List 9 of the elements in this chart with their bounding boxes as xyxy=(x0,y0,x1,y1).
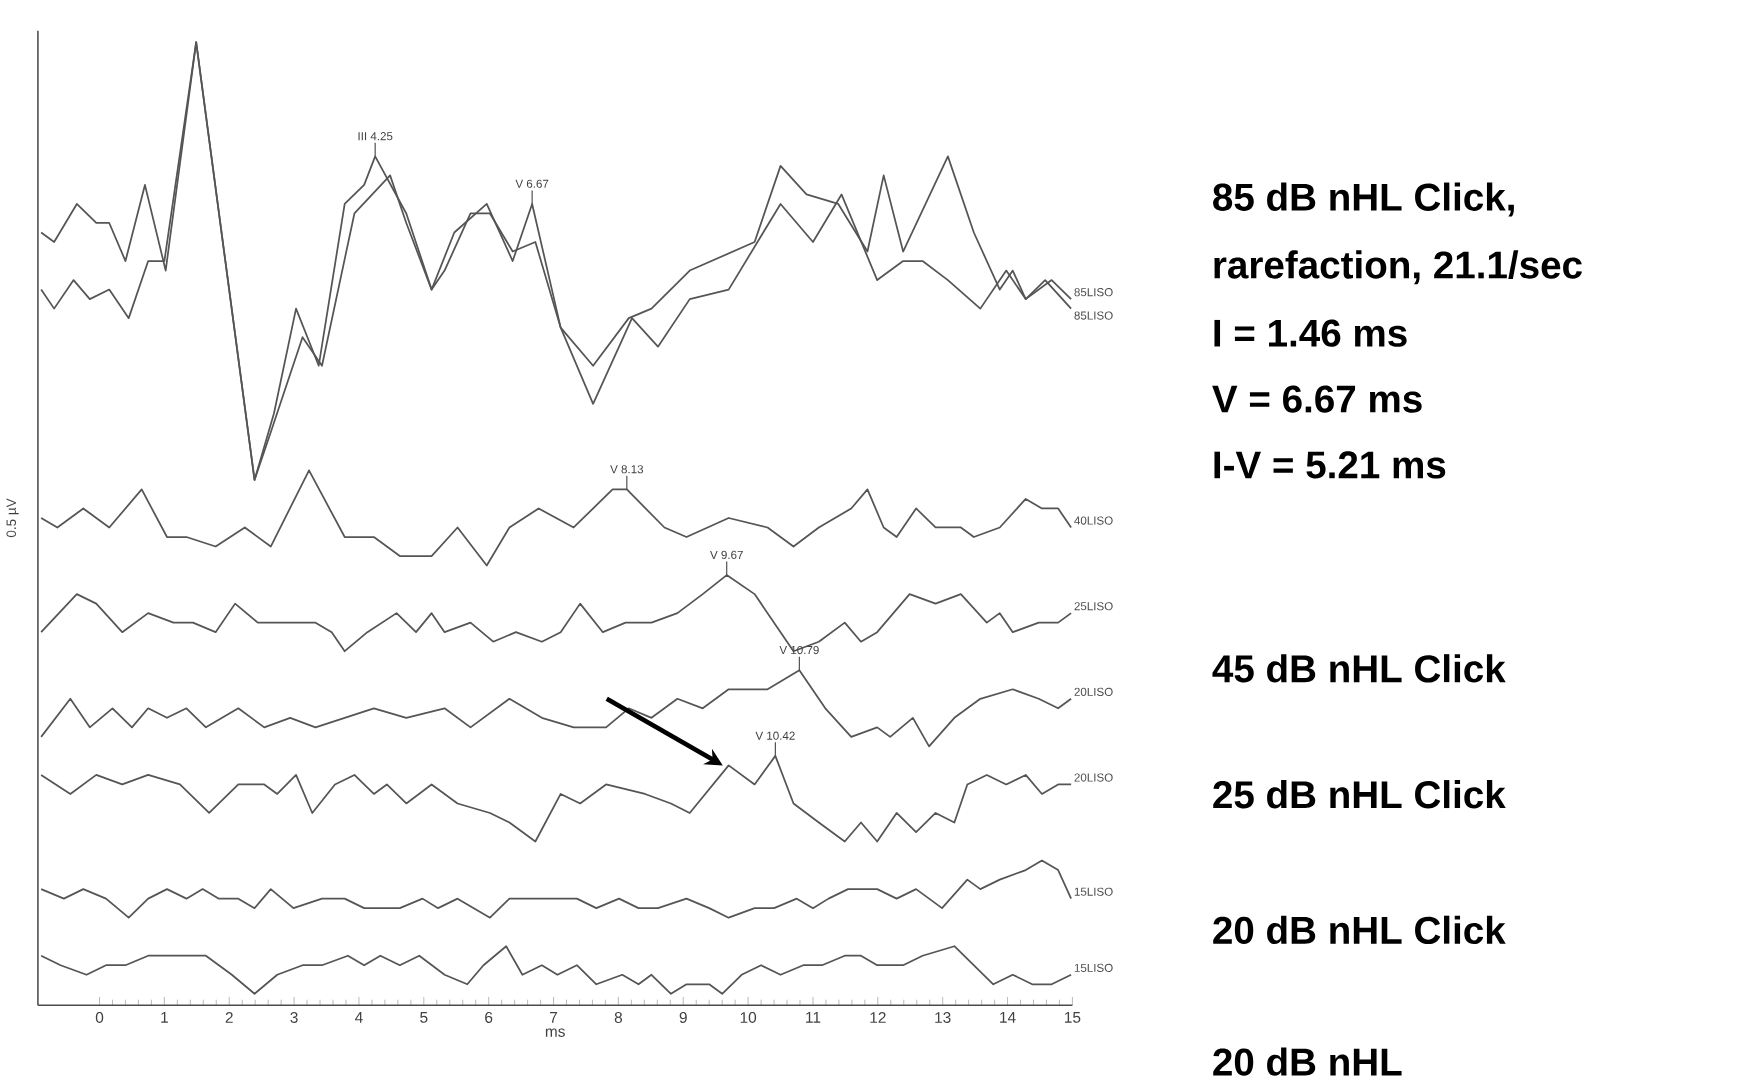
text: 25 dB nHL Click xyxy=(1213,779,1506,809)
text: rarefaction, 21.1/sec xyxy=(1214,250,1582,284)
text: 20 dB nHL Click xyxy=(1213,915,1506,944)
text: I = 1.46 ms xyxy=(1214,319,1407,347)
text: V = 6.67 ms xyxy=(1212,385,1422,413)
text: 85 dB nHL Click, xyxy=(1213,182,1514,217)
text: I-V = 5.21 ms xyxy=(1214,450,1446,479)
text: 20 dB nHL xyxy=(1213,1047,1402,1076)
text: 45 dB nHL Click xyxy=(1212,653,1506,683)
